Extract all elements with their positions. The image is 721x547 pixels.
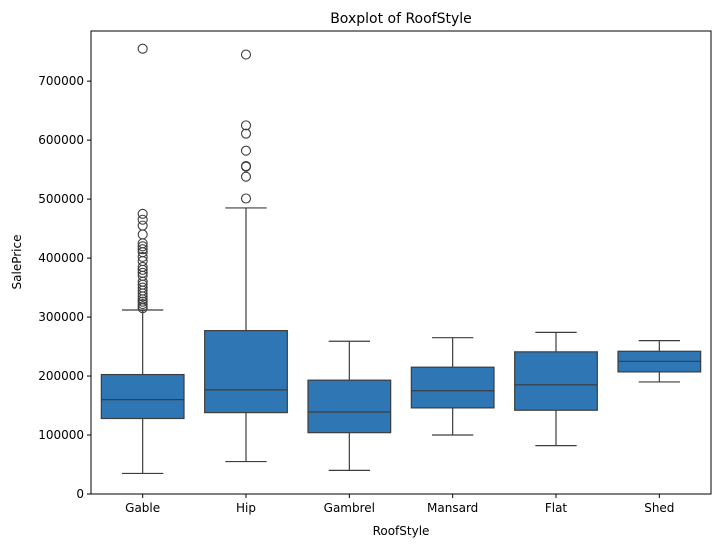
iqr-box [100, 373, 185, 420]
outlier-point [240, 145, 252, 156]
box-shed [617, 340, 702, 383]
outlier-point [137, 299, 148, 310]
outlier-point [240, 49, 252, 60]
outlier-point [137, 291, 148, 302]
x-tick-label: Gable [125, 501, 160, 515]
chart-title: Boxplot of RoofStyle [330, 11, 472, 27]
outlier-point [137, 244, 148, 255]
y-tick-label: 300000 [38, 310, 84, 324]
outlier-point [240, 161, 252, 172]
outlier-point [240, 193, 252, 204]
y-tick-label: 600000 [38, 133, 84, 147]
y-axis: 0 100000 200000 300000 400000 500000 600000 700… [38, 74, 91, 501]
x-axis: Gable Hip Gambrel Mansard Flat Shed [125, 494, 674, 515]
outlier-point [137, 303, 148, 314]
outlier-point [137, 208, 148, 219]
outlier-point [137, 296, 148, 307]
outlier-point [137, 43, 148, 54]
outlier-point [137, 288, 148, 299]
y-tick-label: 100000 [38, 428, 84, 442]
outlier-point [240, 128, 252, 139]
x-tick-label: Flat [545, 501, 568, 515]
outlier-point [240, 171, 252, 182]
y-tick-label: 400000 [38, 251, 84, 265]
y-tick-label: 200000 [38, 369, 84, 383]
outlier-point [137, 264, 148, 275]
x-axis-title: RoofStyle [373, 524, 430, 538]
x-tick-label: Gambrel [324, 501, 375, 515]
plot-frame [90, 30, 712, 495]
x-tick-label: Mansard [427, 501, 478, 515]
y-axis-title: SalePrice [10, 235, 24, 290]
iqr-box [204, 330, 288, 414]
iqr-box [514, 351, 598, 411]
y-tick-label: 700000 [38, 74, 84, 88]
outlier-point [137, 214, 148, 225]
outlier-point [137, 220, 148, 231]
outlier-point [137, 251, 148, 262]
y-tick-label: 500000 [38, 192, 84, 206]
box-gambrel [307, 340, 392, 472]
plot-area [100, 43, 702, 475]
box-hip [204, 49, 288, 463]
x-tick-label: Shed [644, 501, 674, 515]
iqr-box [307, 379, 392, 434]
box-flat [514, 331, 598, 447]
outlier-point [137, 229, 148, 240]
y-tick-label: 0 [76, 487, 84, 501]
box-gable [100, 43, 185, 475]
outlier-point [137, 241, 148, 252]
outlier-point [240, 120, 252, 131]
iqr-box [410, 366, 495, 409]
x-tick-label: Hip [236, 501, 256, 515]
box-mansard [410, 337, 495, 436]
